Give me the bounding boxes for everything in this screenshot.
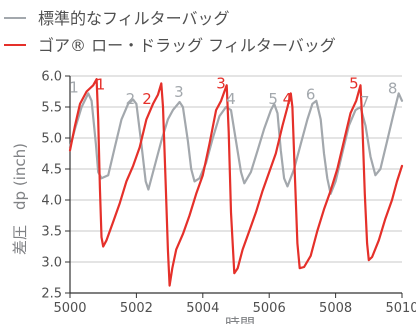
y-tick-label: 6.0 bbox=[41, 70, 62, 85]
peak-label-standard-4: 4 bbox=[226, 90, 236, 108]
peak-label-gore-1: 1 bbox=[96, 76, 106, 94]
y-tick-label: 3.5 bbox=[41, 225, 62, 240]
x-tick-label: 5004 bbox=[186, 301, 219, 316]
series-line-gore bbox=[68, 78, 404, 287]
peak-label-gore-2: 2 bbox=[142, 90, 152, 108]
peak-label-gore-4: 4 bbox=[283, 90, 293, 108]
axes bbox=[69, 76, 402, 294]
x-tick-label: 5010 bbox=[385, 301, 416, 316]
data-series bbox=[68, 78, 404, 287]
peak-label-standard-8: 8 bbox=[388, 79, 398, 97]
peak-label-standard-6: 6 bbox=[306, 86, 316, 104]
y-tick-label: 4.0 bbox=[41, 194, 62, 209]
y-tick-label: 2.5 bbox=[41, 287, 62, 302]
peak-label-gore-5: 5 bbox=[349, 74, 359, 92]
x-tick-label: 5008 bbox=[319, 301, 352, 316]
x-axis-title: 時間 bbox=[225, 315, 255, 324]
peak-label-standard-1: 1 bbox=[69, 79, 79, 97]
series-line-standard bbox=[68, 92, 404, 195]
y-tick-label: 5.0 bbox=[41, 132, 62, 147]
y-tick-label: 4.5 bbox=[41, 163, 62, 178]
y-tick-label: 5.5 bbox=[41, 101, 62, 116]
legend-label-standard: 標準的なフィルターバッグ bbox=[38, 9, 230, 28]
peak-label-standard-3: 3 bbox=[174, 83, 184, 101]
x-tick-label: 5002 bbox=[120, 301, 153, 316]
x-tick-label: 5000 bbox=[53, 301, 86, 316]
peak-label-standard-5: 5 bbox=[268, 90, 278, 108]
y-tick-label: 3.0 bbox=[41, 256, 62, 271]
peak-label-standard-7: 7 bbox=[360, 93, 370, 111]
legend: 標準的なフィルターバッグ ゴア® ロー・ドラッグ フィルターバッグ bbox=[4, 9, 336, 55]
peak-label-standard-2: 2 bbox=[126, 90, 136, 108]
legend-label-gore: ゴア® ロー・ドラッグ フィルターバッグ bbox=[38, 36, 336, 55]
tick-labels: 2.5 3.0 3.5 4.0 4.5 5.0 5.5 6.0 5000 5002 5004 5006… bbox=[41, 70, 416, 317]
x-tick-label: 5006 bbox=[253, 301, 286, 316]
peak-label-gore-3: 3 bbox=[216, 74, 226, 92]
y-axis-title: 差圧 dp (inch) bbox=[11, 143, 29, 255]
